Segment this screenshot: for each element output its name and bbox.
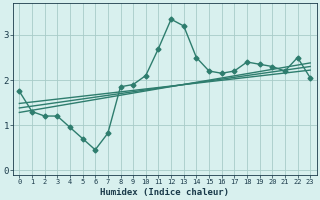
X-axis label: Humidex (Indice chaleur): Humidex (Indice chaleur)	[100, 188, 229, 197]
